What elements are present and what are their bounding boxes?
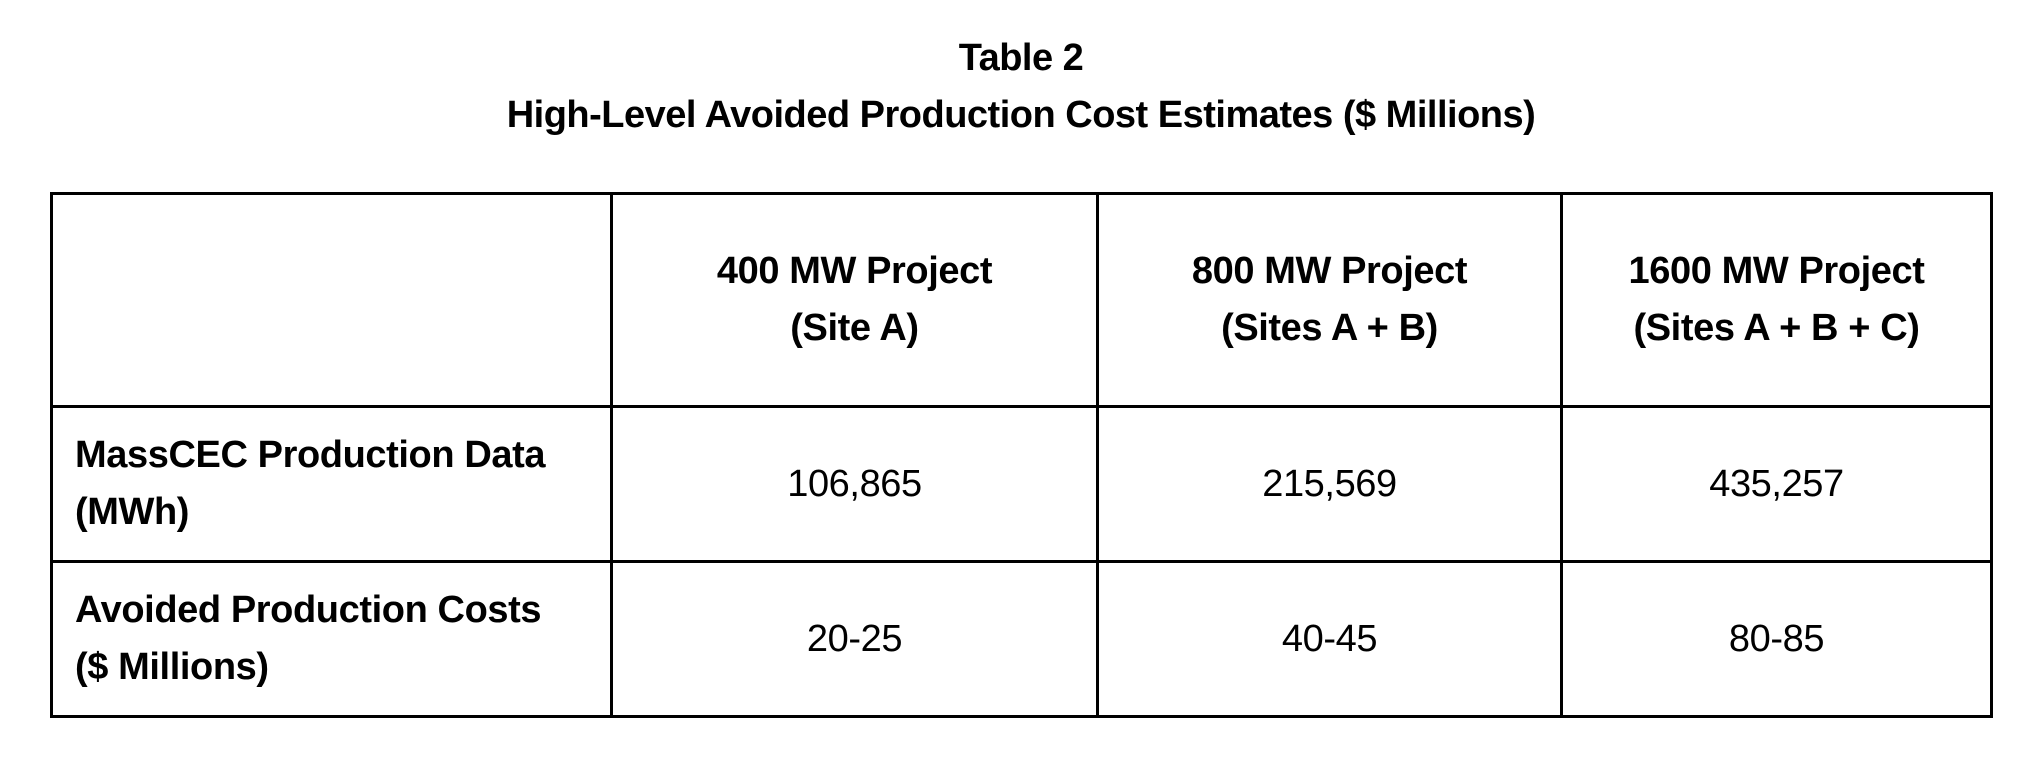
table-number: Table 2 [958,37,1084,79]
row-label: MassCEC Production Data [75,434,546,476]
header-cell-400mw: 400 MW Project (Site A) [610,192,1099,408]
table-row: Avoided Production Costs ($ Millions) 20… [50,560,1993,718]
row-unit: (MWh) [75,491,190,533]
header-sublabel: (Sites A + B + C) [1633,307,1920,349]
header-label: 1600 MW Project [1628,250,1925,292]
table-cell: 215,569 [1096,405,1563,563]
header-cell-800mw: 800 MW Project (Sites A + B) [1096,192,1563,408]
table-cell: 40-45 [1096,560,1563,718]
header-label: 400 MW Project [716,250,993,292]
table-cell: 435,257 [1560,405,1993,563]
row-unit: ($ Millions) [75,646,269,688]
header-corner-cell [50,192,613,408]
header-sublabel: (Site A) [790,307,919,349]
table-title: High-Level Avoided Production Cost Estim… [506,94,1536,136]
table-caption: Table 2 High-Level Avoided Production Co… [0,30,2042,144]
header-label: 800 MW Project [1191,250,1468,292]
table-cell: 20-25 [610,560,1099,718]
header-cell-1600mw: 1600 MW Project (Sites A + B + C) [1560,192,1993,408]
table-cell: 80-85 [1560,560,1993,718]
row-label: Avoided Production Costs [75,589,542,631]
row-header-production-data: MassCEC Production Data (MWh) [50,405,613,563]
avoided-cost-table: 400 MW Project (Site A) 800 MW Project (… [50,192,1993,718]
table-cell: 106,865 [610,405,1099,563]
row-header-avoided-costs: Avoided Production Costs ($ Millions) [50,560,613,718]
header-row: 400 MW Project (Site A) 800 MW Project (… [50,192,1993,408]
header-sublabel: (Sites A + B) [1221,307,1438,349]
table-row: MassCEC Production Data (MWh) 106,865 21… [50,405,1993,563]
